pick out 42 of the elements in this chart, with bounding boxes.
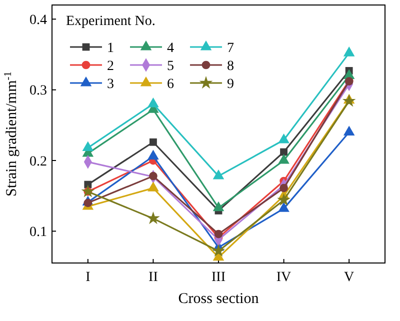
- point: [278, 134, 290, 144]
- point: [82, 141, 94, 152]
- legend-label: 3: [107, 76, 114, 92]
- legend-label: 4: [167, 40, 174, 56]
- point: [148, 97, 159, 108]
- point: [343, 46, 355, 56]
- point: [212, 244, 226, 257]
- point: [343, 126, 355, 136]
- y-tick-label: 0.1: [30, 225, 47, 240]
- point: [280, 148, 288, 156]
- point: [148, 150, 159, 160]
- point: [280, 184, 288, 192]
- x-tick-label: I: [86, 270, 91, 285]
- point: [214, 230, 223, 238]
- legend-label: 8: [227, 58, 234, 74]
- x-axis-title: Cross section: [178, 291, 260, 307]
- point: [148, 182, 159, 192]
- point: [149, 172, 158, 180]
- x-tick-label: V: [344, 270, 354, 285]
- legend-label: 9: [227, 76, 234, 92]
- point: [342, 94, 356, 107]
- point: [146, 211, 160, 224]
- legend-label: 7: [227, 40, 234, 56]
- y-tick-label: 0.2: [30, 154, 47, 170]
- point: [278, 154, 290, 164]
- x-tick-label: II: [148, 270, 158, 285]
- legend-label: 2: [107, 58, 114, 74]
- point: [277, 193, 290, 206]
- point: [278, 202, 290, 212]
- y-tick-label: 0.4: [30, 13, 47, 28]
- legend-label: 5: [167, 58, 174, 74]
- legend-title: Experiment No.: [66, 14, 156, 29]
- point: [81, 184, 95, 198]
- point: [212, 170, 224, 180]
- legend-label: 6: [167, 76, 174, 92]
- x-tick-label: IV: [276, 270, 292, 285]
- point: [84, 198, 92, 208]
- x-tick-label: III: [212, 270, 226, 285]
- y-tick-label: 0.3: [30, 84, 47, 99]
- point: [212, 201, 224, 212]
- legend-label: 1: [107, 40, 114, 56]
- point: [150, 138, 157, 146]
